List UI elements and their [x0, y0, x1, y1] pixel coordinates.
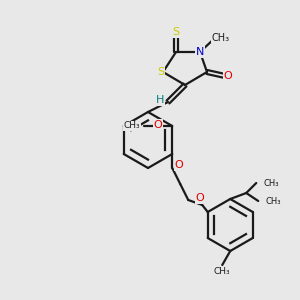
Text: O: O — [196, 193, 205, 203]
Text: S: S — [158, 67, 165, 77]
Text: H: H — [156, 95, 164, 105]
Text: CH₃: CH₃ — [212, 33, 230, 43]
Text: CH₃: CH₃ — [214, 268, 231, 277]
Text: O: O — [224, 71, 232, 81]
Text: S: S — [172, 27, 180, 37]
Text: CH₃: CH₃ — [265, 196, 281, 206]
Text: CH₃: CH₃ — [263, 178, 279, 188]
Text: O: O — [154, 120, 163, 130]
Text: O: O — [175, 160, 184, 170]
Text: CH₃: CH₃ — [124, 122, 140, 130]
Text: N: N — [196, 47, 204, 57]
